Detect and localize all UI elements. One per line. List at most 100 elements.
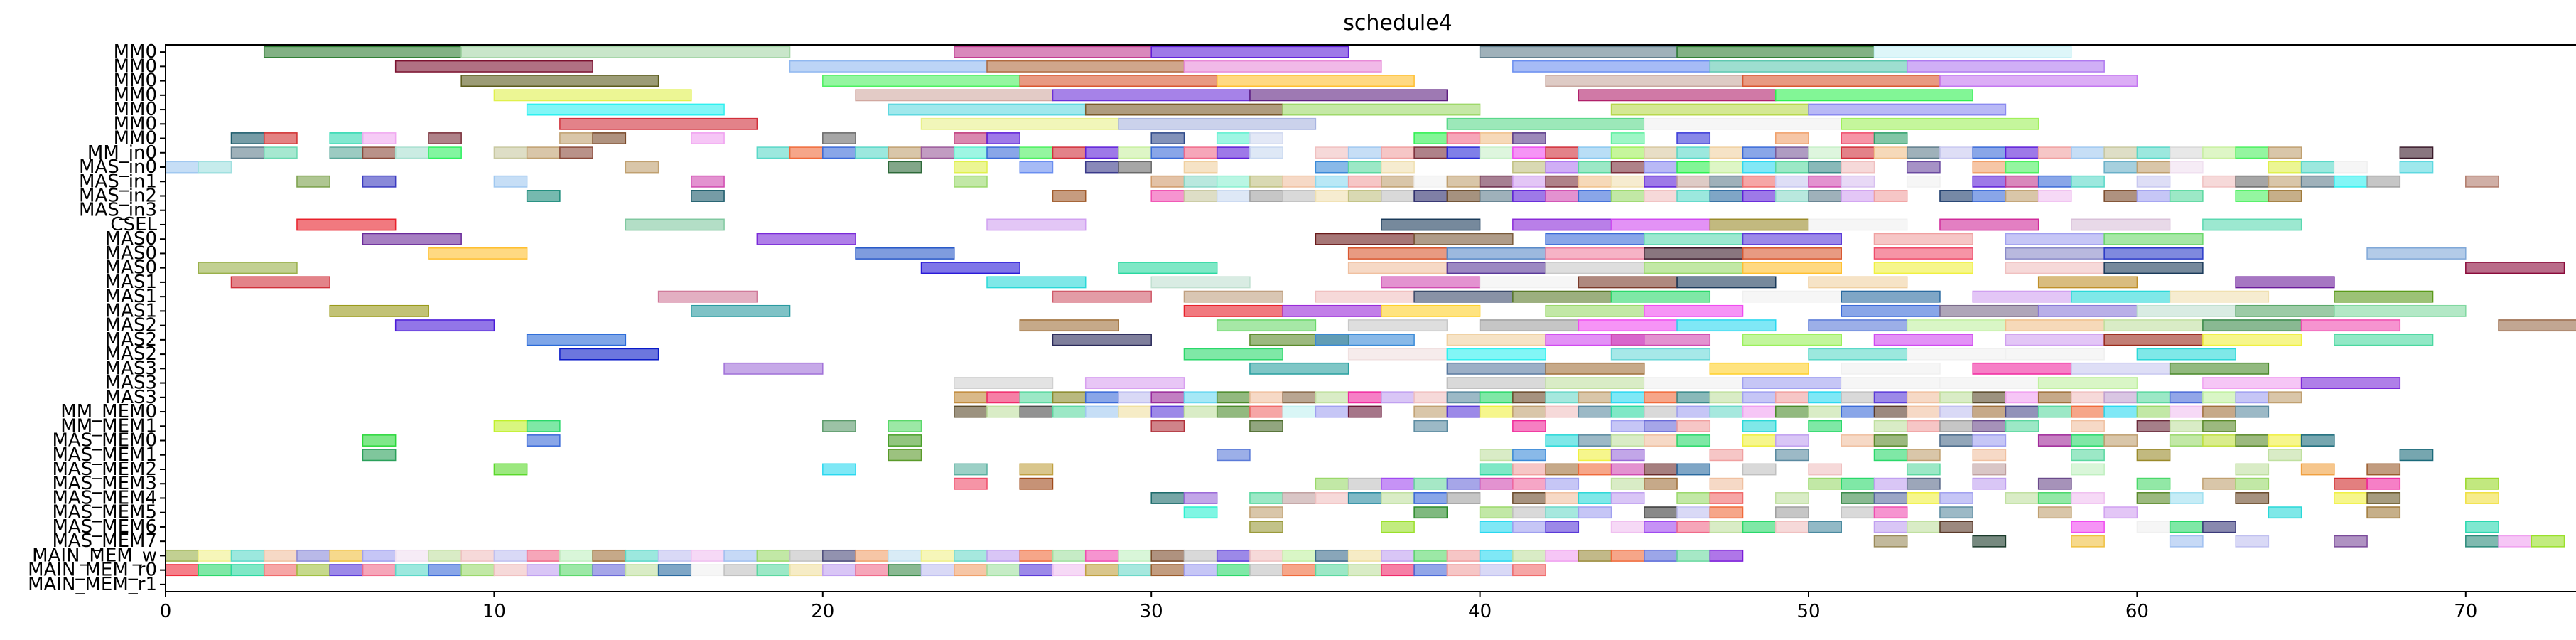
task-bar-main-mem-w-626 <box>263 549 298 562</box>
task-bar-mm-mem1-443 <box>526 420 561 432</box>
task-bar-mas2-320 <box>526 334 627 346</box>
task-bar-mm-mem1-451 <box>1644 420 1678 432</box>
task-bar-mas-in0-137 <box>1742 161 1777 174</box>
task-bar-mas3-388 <box>1808 391 1842 404</box>
task-bar-mas-mem5-576 <box>1249 506 1283 519</box>
task-bar-mas-in2-207 <box>1578 190 1612 202</box>
task-bar-mas-in1-164 <box>1413 175 1448 188</box>
task-bar-mm0-50 <box>1150 132 1185 144</box>
task-bar-mm-in0-77 <box>954 146 988 159</box>
task-bar-mas0-265 <box>1742 262 1842 274</box>
task-bar-mas-in2-197 <box>1249 190 1283 202</box>
task-bar-main-mem-r0-695 <box>954 564 988 577</box>
task-bar-mas-in0-140 <box>1841 161 1875 174</box>
task-bar-mm0-30 <box>1282 103 1481 116</box>
task-bar-mas-mem5-583 <box>1676 506 1711 519</box>
task-bar-main-mem-r0-676 <box>329 564 364 577</box>
task-bar-mas-mem4-573 <box>2366 492 2401 504</box>
task-bar-mas0-242 <box>1644 233 1744 245</box>
task-bar-mas-mem2-510 <box>1610 463 1645 476</box>
task-bar-mas-mem4-557 <box>1578 492 1612 504</box>
task-bar-mm-mem0-409 <box>1150 405 1185 418</box>
task-bar-main-mem-w-644 <box>855 549 890 562</box>
task-bar-mas-mem4-569 <box>2136 492 2171 504</box>
task-bar-mm-in0-92 <box>1479 146 1514 159</box>
task-bar-mas3-380 <box>1545 391 1580 404</box>
task-bar-mas2-306 <box>394 319 495 332</box>
task-bar-mm-mem1-459 <box>2005 420 2039 432</box>
task-bar-mas2-341 <box>2136 348 2236 361</box>
task-bar-mas-mem5-586 <box>1841 506 1875 519</box>
task-bar-mas-in2-208 <box>1610 190 1645 202</box>
task-bar-mas-mem6-597 <box>1545 521 1580 533</box>
task-bar-mm-mem0-406 <box>1052 405 1087 418</box>
task-bar-mas-mem4-548 <box>1249 492 1283 504</box>
task-bar-mm0-5 <box>1676 46 1875 58</box>
task-bar-main-mem-r0-671 <box>165 564 199 577</box>
task-bar-mas0-245 <box>2005 233 2105 245</box>
task-bar-mas0-247 <box>428 247 528 260</box>
task-bar-mas-in1-187 <box>2300 175 2335 188</box>
task-bar-mas-mem1-486 <box>362 449 397 462</box>
task-bar-mas-in0-141 <box>1906 161 1941 174</box>
task-bar-main-mem-r0-674 <box>263 564 298 577</box>
task-bar-mas-in0-121 <box>888 161 922 174</box>
task-bar-main-mem-w-635 <box>559 549 593 562</box>
task-bar-mas0-237 <box>362 233 462 245</box>
task-bar-mas-mem0-468 <box>1578 434 1612 447</box>
task-bar-mas3-369 <box>1183 391 1218 404</box>
task-bar-mas-in0-132 <box>1578 161 1612 174</box>
y-tick-label: MAS0 <box>105 228 157 250</box>
task-bar-mas-in1-162 <box>1347 175 1382 188</box>
task-bar-mm-mem1-463 <box>2202 420 2236 432</box>
y-tick-label: MM0 <box>114 113 157 134</box>
task-bar-mm0-11 <box>1512 60 1711 73</box>
task-bar-csel-227 <box>625 218 725 231</box>
task-bar-mm0-21 <box>493 89 692 102</box>
task-bar-mm0-28 <box>888 103 1087 116</box>
task-bar-mas-in2-224 <box>2235 190 2270 202</box>
task-bar-mas0-257 <box>2366 247 2467 260</box>
task-bar-mas1-283 <box>1315 290 1415 303</box>
x-axis-ticks: 0 10 20 30 40 50 60 70 <box>160 592 2477 622</box>
task-bar-mas-mem2-517 <box>2071 463 2105 476</box>
task-bar-main-mem-w-660 <box>1381 549 1415 562</box>
task-bar-mm-mem0-438 <box>2136 405 2171 418</box>
task-bar-mm-in0-87 <box>1315 146 1349 159</box>
task-bar-mas-in0-133 <box>1610 161 1645 174</box>
y-tick-label: MM_MEM0 <box>60 401 157 422</box>
task-bar-mas-in1-173 <box>1709 175 1744 188</box>
task-bar-mm-in0-117 <box>2399 146 2434 159</box>
task-bar-mas2-311 <box>1578 319 1678 332</box>
task-bar-main-mem-w-662 <box>1446 549 1481 562</box>
task-bar-main-mem-w-632 <box>460 549 495 562</box>
task-bar-mas-mem5-588 <box>1939 506 1973 519</box>
task-bar-mm0-55 <box>1479 132 1514 144</box>
task-bar-mas-in2-223 <box>2169 190 2204 202</box>
task-bar-mm-mem0-431 <box>1906 405 1941 418</box>
task-bar-mas0-240 <box>1413 233 1514 245</box>
task-bar-mas-in1-181 <box>2037 175 2072 188</box>
task-bar-main-mem-r0-675 <box>296 564 330 577</box>
task-bar-mas-mem6-601 <box>1709 521 1744 533</box>
task-bar-mas2-321 <box>1052 334 1152 346</box>
task-bar-mas-in2-203 <box>1446 190 1481 202</box>
y-tick-label: MAIN_MEM_w <box>32 545 157 566</box>
task-bar-mas0-243 <box>1742 233 1842 245</box>
task-bar-mas1-277 <box>1808 276 1908 289</box>
task-bar-mas-mem3-538 <box>1972 477 2007 490</box>
task-bar-main-mem-w-631 <box>428 549 462 562</box>
task-bar-mas-in2-211 <box>1709 190 1744 202</box>
task-bar-mas-in2-225 <box>2268 190 2302 202</box>
task-bar-main-mem-w-657 <box>1282 549 1317 562</box>
task-bar-mm-mem0-427 <box>1775 405 1809 418</box>
task-bar-mas-in1-172 <box>1676 175 1711 188</box>
task-bar-mas-mem6-593 <box>1249 521 1283 533</box>
task-bar-mas-mem5-587 <box>1873 506 1908 519</box>
y-tick-label: MM0 <box>114 70 157 92</box>
y-tick-label: MAS1 <box>105 286 157 307</box>
task-bar-mas-in2-193 <box>1052 190 1087 202</box>
task-bar-mas-mem2-520 <box>2366 463 2401 476</box>
task-bar-mm-in0-62 <box>230 146 265 159</box>
task-bar-mm-mem0-417 <box>1446 405 1481 418</box>
